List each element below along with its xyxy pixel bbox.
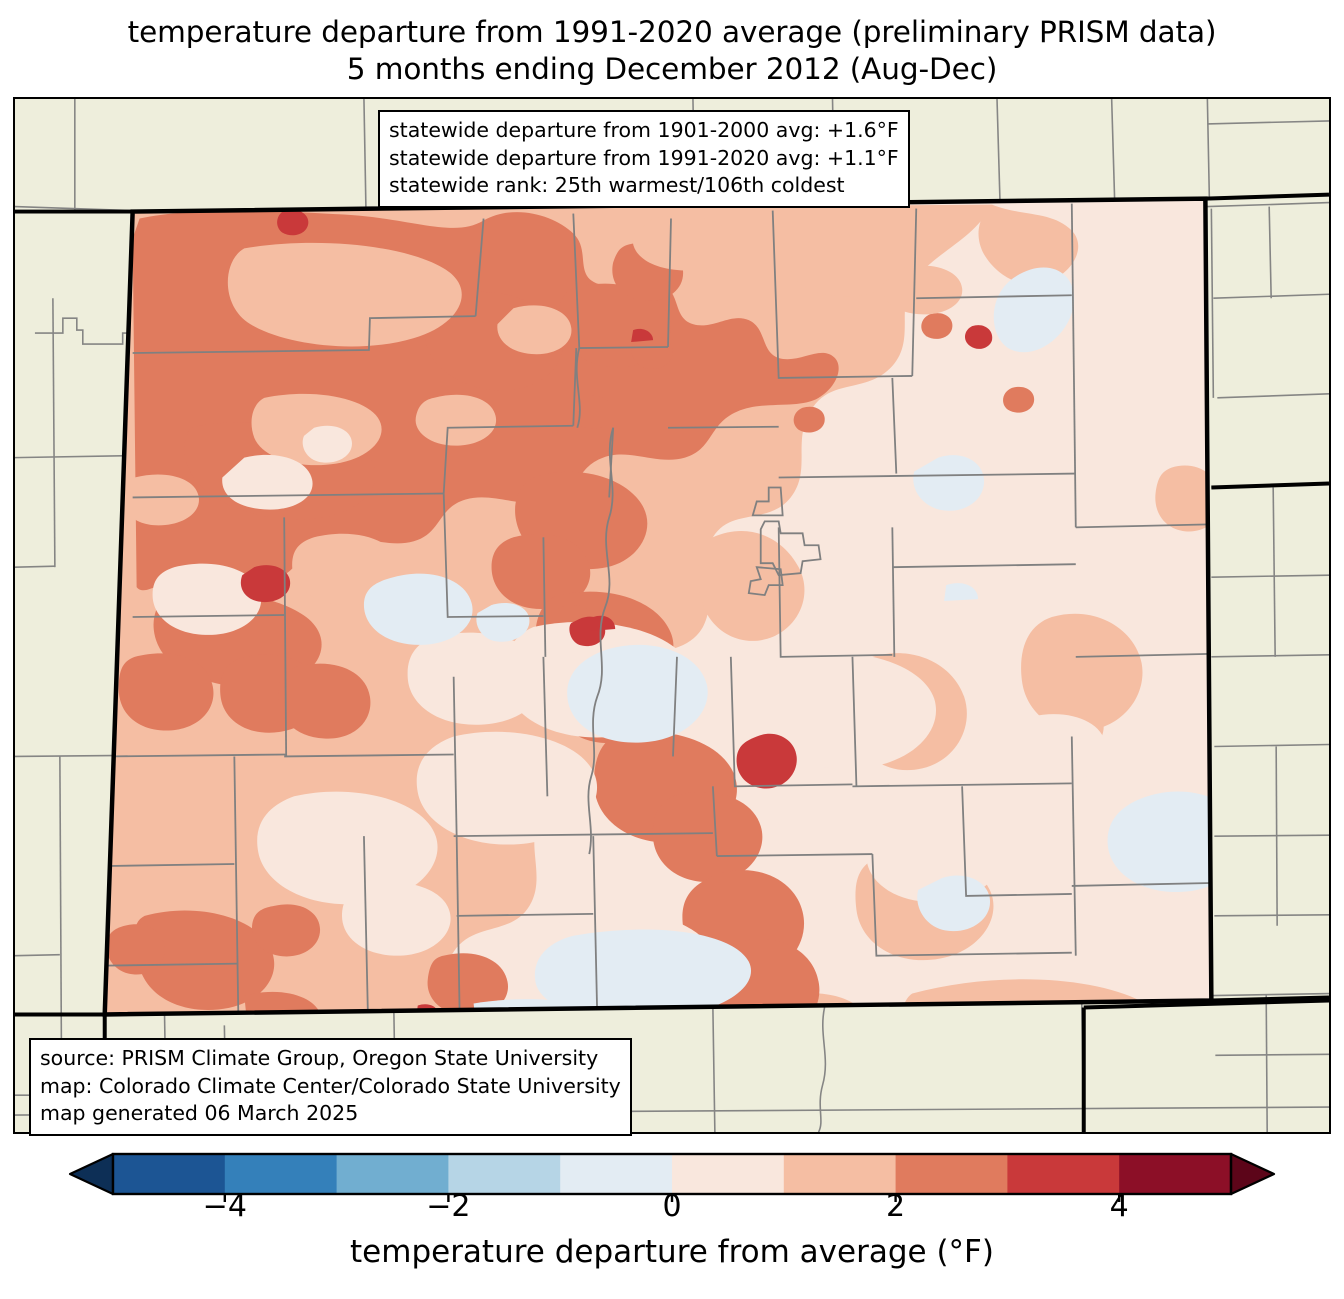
colorbar-tick-label: −4	[202, 1189, 247, 1224]
colorbar-band	[672, 1154, 785, 1194]
colorbar-band	[783, 1154, 897, 1194]
title-line-1: temperature departure from 1991-2020 ave…	[127, 15, 1217, 49]
source-line: source: PRISM Climate Group, Oregon Stat…	[40, 1046, 599, 1070]
contour-band-neg1-to-0	[363, 267, 1212, 1015]
neighbor-state-borders	[15, 192, 1329, 1132]
colorbar-panel: −4 −2 0 2 4 temperature departure from avera…	[0, 1142, 1344, 1299]
colorbar-over-arrow	[1229, 1152, 1276, 1196]
colorbar-bands	[68, 1152, 1276, 1196]
title-line-2: 5 months ending December 2012 (Aug-Dec)	[346, 52, 998, 86]
contour-band-3-to-4	[240, 209, 993, 1015]
map-body	[15, 99, 1329, 1132]
colorado-temperature-map	[15, 99, 1329, 1132]
colorbar-tick-label: 0	[662, 1189, 682, 1224]
colorbar-band	[560, 1154, 673, 1194]
colorbar	[68, 1152, 1276, 1202]
colorbar-ticks	[223, 1194, 1121, 1202]
colorbar-band	[224, 1154, 338, 1194]
colorbar-band	[336, 1154, 449, 1194]
map-panel	[13, 97, 1331, 1134]
figure-title: temperature departure from 1991-2020 ave…	[0, 14, 1344, 88]
stats-departure-1901-2000: statewide departure from 1901-2000 avg: …	[389, 118, 899, 142]
colorbar-band	[1119, 1154, 1232, 1194]
colorbar-band	[113, 1154, 226, 1194]
colorbar-under-arrow	[68, 1152, 115, 1196]
colorbar-tick-label: 2	[886, 1189, 906, 1224]
colorbar-axis-label: temperature departure from average (°F)	[350, 1234, 994, 1270]
map-credit-line: map: Colorado Climate Center/Colorado St…	[40, 1073, 621, 1098]
stats-departure-1991-2020: statewide departure from 1991-2020 avg: …	[389, 145, 899, 170]
colorbar-band	[448, 1154, 561, 1194]
colorado-county-lines	[104, 203, 1212, 1015]
colorbar-band	[895, 1154, 1008, 1194]
statewide-stats-box: statewide departure from 1901-2000 avg: …	[378, 110, 910, 208]
colorbar-band	[1007, 1154, 1120, 1194]
map-generated-line: map generated 06 March 2025	[40, 1101, 359, 1125]
stats-rank: statewide rank: 25th warmest/106th colde…	[389, 173, 845, 197]
colorbar-tick-label: 4	[1109, 1189, 1129, 1224]
source-credit-box: source: PRISM Climate Group, Oregon Stat…	[29, 1038, 632, 1136]
temperature-contours	[104, 198, 1212, 1015]
colorbar-tick-label: −2	[426, 1189, 471, 1224]
